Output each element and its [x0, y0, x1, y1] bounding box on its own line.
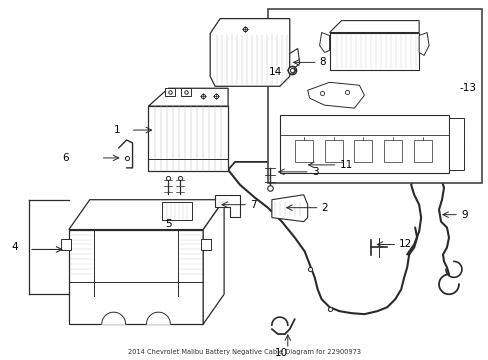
Text: 9: 9 [460, 210, 467, 220]
Text: 1: 1 [114, 125, 121, 135]
Text: 11: 11 [339, 160, 352, 170]
Bar [165, 88, 175, 96]
Polygon shape [69, 230, 203, 324]
Bar [294, 140, 312, 162]
Bar [413, 140, 431, 162]
Text: 2014 Chevrolet Malibu Battery Negative Cable Diagram for 22900973: 2014 Chevrolet Malibu Battery Negative C… [127, 349, 360, 355]
Text: 7: 7 [249, 200, 256, 210]
Bar [384, 140, 402, 162]
Text: 2: 2 [321, 203, 327, 213]
Bar [61, 239, 71, 251]
Polygon shape [329, 21, 418, 32]
Polygon shape [203, 200, 224, 324]
Text: 8: 8 [319, 57, 325, 67]
Polygon shape [69, 200, 224, 230]
Bar [448, 118, 463, 170]
Text: 3: 3 [311, 167, 318, 177]
Bar [267, 9, 481, 183]
Bar [279, 115, 448, 173]
Polygon shape [210, 19, 289, 86]
Polygon shape [146, 312, 170, 324]
Polygon shape [102, 312, 125, 324]
FancyBboxPatch shape [292, 158, 310, 172]
Text: 5: 5 [165, 219, 171, 229]
Polygon shape [319, 32, 329, 53]
Bar [181, 88, 191, 96]
Polygon shape [289, 49, 299, 70]
Polygon shape [148, 106, 227, 171]
Bar [354, 140, 371, 162]
Polygon shape [418, 32, 428, 55]
Bar [201, 239, 211, 251]
Text: 6: 6 [62, 153, 69, 163]
Bar [162, 202, 192, 220]
Polygon shape [271, 195, 307, 222]
Polygon shape [329, 32, 418, 70]
Text: 4: 4 [11, 243, 18, 252]
Text: 12: 12 [398, 239, 412, 249]
Polygon shape [307, 82, 364, 108]
Text: 10: 10 [275, 348, 288, 358]
Text: 14: 14 [268, 67, 281, 77]
Text: -13: -13 [459, 83, 476, 93]
Polygon shape [148, 88, 227, 106]
Polygon shape [215, 195, 240, 217]
Bar [324, 140, 342, 162]
